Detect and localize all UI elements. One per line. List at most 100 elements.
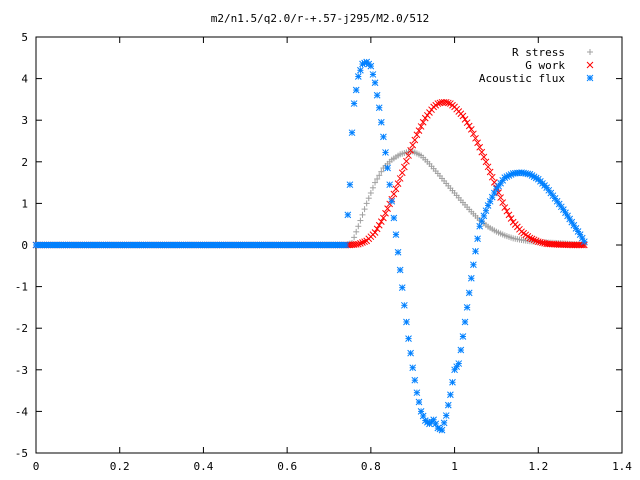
data-point — [465, 122, 473, 130]
data-point — [530, 173, 538, 181]
legend-marker — [586, 61, 594, 69]
data-point — [526, 234, 534, 242]
data-point — [463, 304, 471, 311]
data-point — [568, 218, 576, 226]
data-point — [376, 172, 383, 179]
data-point — [470, 261, 477, 269]
data-point — [480, 153, 488, 161]
y-tick-label: 4 — [21, 73, 28, 86]
data-point — [465, 289, 473, 297]
data-point — [400, 163, 408, 171]
x-tick-label: 0.8 — [361, 460, 381, 473]
data-point — [375, 104, 383, 112]
data-point — [413, 389, 421, 397]
data-point — [403, 157, 410, 165]
data-point — [415, 398, 423, 406]
data-point — [365, 195, 372, 202]
data-point — [528, 235, 536, 243]
data-point — [382, 209, 389, 217]
y-tick-label: -2 — [15, 322, 28, 335]
y-tick-label: 3 — [21, 114, 28, 127]
data-point — [357, 217, 364, 224]
data-point — [467, 125, 475, 133]
data-point — [361, 206, 368, 213]
data-point — [386, 181, 394, 189]
data-point — [377, 118, 385, 126]
data-point — [367, 190, 374, 196]
data-point — [400, 301, 408, 309]
data-point — [449, 378, 456, 386]
data-point — [503, 207, 511, 215]
data-point — [375, 221, 383, 229]
data-point — [354, 73, 362, 80]
x-tick-label: 1 — [451, 460, 458, 473]
data-point — [463, 119, 471, 127]
data-point — [447, 391, 454, 399]
data-point — [426, 109, 433, 116]
y-tick-label: 1 — [21, 197, 28, 210]
data-point — [355, 223, 362, 230]
data-point — [407, 147, 414, 154]
data-point — [497, 194, 504, 201]
data-point — [357, 239, 364, 247]
data-point — [457, 346, 465, 354]
data-point — [384, 205, 391, 212]
x-tick-label: 1.2 — [528, 460, 548, 473]
data-point — [455, 360, 463, 367]
x-tick-label: 1.4 — [612, 460, 632, 473]
y-tick-label: -4 — [15, 405, 29, 418]
data-point — [476, 143, 484, 151]
data-point — [374, 175, 381, 182]
x-tick-label: 0 — [33, 460, 40, 473]
data-point — [534, 238, 542, 246]
data-point — [354, 240, 362, 248]
data-point — [403, 318, 410, 326]
data-point — [430, 416, 437, 424]
y-tick-label: 0 — [21, 239, 28, 252]
legend-label: Acoustic flux — [479, 72, 565, 85]
data-point — [359, 211, 366, 218]
data-point — [398, 169, 406, 177]
data-point — [394, 180, 402, 187]
data-point — [442, 98, 450, 106]
data-point — [472, 247, 479, 255]
data-point — [369, 184, 376, 191]
data-point — [459, 333, 467, 340]
data-point — [378, 168, 385, 175]
chart-title: m2/n1.5/q2.0/r-+.57-j295/M2.0/512 — [211, 12, 430, 25]
data-point — [411, 136, 419, 144]
data-point — [415, 127, 423, 134]
data-point — [369, 71, 377, 78]
data-point — [482, 207, 490, 215]
data-point — [357, 66, 364, 74]
y-tick-label: -1 — [15, 281, 28, 294]
data-point — [478, 217, 486, 225]
data-point — [474, 139, 481, 147]
data-point — [476, 222, 484, 230]
series-acoustic-flux — [32, 58, 588, 434]
data-point — [467, 274, 475, 282]
data-point — [353, 228, 360, 235]
data-point — [380, 133, 387, 141]
data-point — [373, 225, 381, 233]
data-point — [361, 238, 368, 246]
data-point — [396, 175, 404, 182]
data-point — [417, 123, 425, 130]
data-marks — [32, 58, 588, 434]
data-point — [346, 181, 354, 189]
data-point — [507, 215, 515, 222]
data-point — [351, 234, 358, 241]
data-point — [484, 163, 492, 171]
data-point — [398, 284, 406, 291]
x-tick-label: 0.2 — [110, 460, 130, 473]
x-tick-label: 0.4 — [193, 460, 213, 473]
data-point — [371, 79, 379, 87]
data-point — [505, 211, 513, 219]
y-tick-label: 5 — [21, 31, 28, 44]
axis-ticks: 0 0.2 0.4 0.6 0.8 1 1.2 1.4 5 4 3 2 1 0 -1 -2 -3 -4 -5 — [15, 31, 633, 473]
data-point — [539, 239, 546, 247]
data-point — [440, 419, 448, 427]
data-point — [388, 197, 396, 205]
legend-label: G work — [525, 59, 565, 72]
data-point — [480, 212, 488, 220]
